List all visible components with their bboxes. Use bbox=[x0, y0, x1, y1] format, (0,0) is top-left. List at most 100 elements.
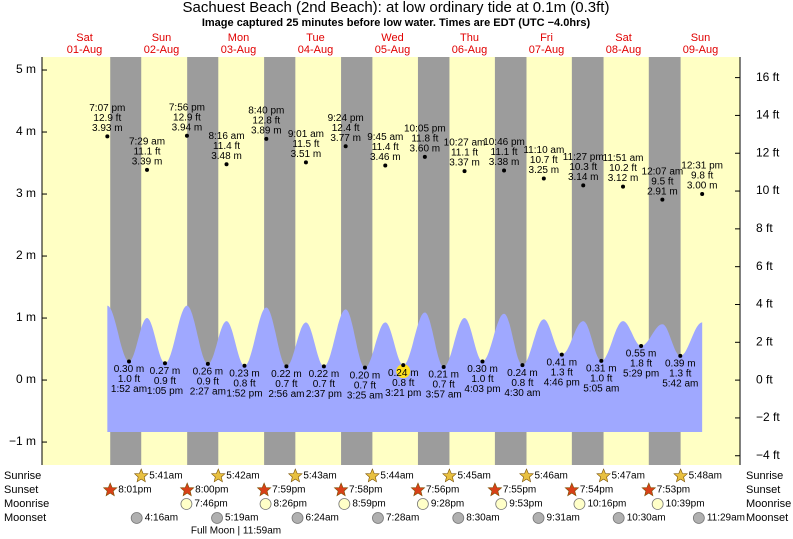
high-tide-dot bbox=[303, 160, 308, 165]
row-time: 7:56pm bbox=[426, 485, 459, 496]
high-tide-label: 11.4 ft bbox=[213, 141, 240, 152]
day-date: 02-Aug bbox=[144, 44, 179, 56]
sunrise-icon bbox=[596, 468, 611, 483]
high-tide-dot bbox=[224, 162, 229, 167]
sunrise-icon bbox=[287, 468, 303, 483]
row-time: 7:58pm bbox=[349, 485, 382, 496]
day-name: Sun bbox=[152, 32, 172, 44]
low-tide-label: 0.20 m bbox=[350, 370, 381, 381]
y2-tick-label: 2 ft bbox=[756, 334, 773, 348]
high-tide-label: 11:10 am bbox=[523, 145, 564, 156]
sunset-icon bbox=[256, 482, 272, 497]
low-tide-label: 2:37 pm bbox=[306, 389, 342, 400]
row-label: Moonrise bbox=[4, 498, 49, 510]
high-tide-label: 3.12 m bbox=[608, 173, 639, 184]
y-tick-label: 3 m bbox=[16, 186, 36, 200]
high-tide-label: 3.51 m bbox=[291, 149, 322, 160]
high-tide-label: 10.7 ft bbox=[530, 155, 558, 166]
y-tick-label: 2 m bbox=[16, 248, 36, 262]
row-label: Sunset bbox=[4, 484, 38, 496]
row-label: Sunrise bbox=[746, 470, 783, 482]
day-date: 08-Aug bbox=[606, 44, 641, 56]
high-tide-label: 11.5 ft bbox=[292, 139, 319, 150]
low-tide-label: 0.9 ft bbox=[197, 377, 219, 388]
y2-tick-label: 12 ft bbox=[756, 145, 780, 159]
row-time: 8:01pm bbox=[118, 485, 151, 496]
sunrise-icon bbox=[210, 468, 226, 483]
moonset-icon bbox=[692, 512, 705, 524]
low-tide-label: 0.24 m bbox=[388, 368, 419, 379]
row-time: 5:42am bbox=[226, 471, 259, 482]
row-time: 5:19am bbox=[225, 513, 258, 524]
low-tide-label: 0.30 m bbox=[114, 364, 145, 375]
high-tide-dot bbox=[383, 163, 388, 168]
low-tide-label: 1:52 pm bbox=[226, 388, 262, 399]
low-tide-dot bbox=[242, 363, 247, 368]
high-tide-label: 12.9 ft bbox=[93, 113, 121, 124]
low-tide-label: 2:56 am bbox=[268, 389, 304, 400]
low-tide-dot bbox=[639, 343, 644, 348]
high-tide-label: 3.77 m bbox=[330, 133, 361, 144]
y2-tick-label: 10 ft bbox=[756, 183, 780, 197]
row-label: Moonrise bbox=[746, 498, 791, 510]
day-date: 09-Aug bbox=[683, 44, 718, 56]
sunrise-icon bbox=[673, 468, 689, 483]
moonset-icon bbox=[532, 512, 545, 524]
y2-tick-label: −2 ft bbox=[756, 410, 780, 424]
moonset-icon bbox=[211, 512, 223, 524]
high-tide-label: 10:27 am bbox=[444, 138, 486, 149]
y2-tick-label: 16 ft bbox=[756, 70, 780, 84]
low-tide-label: 0.27 m bbox=[150, 366, 181, 377]
row-label: Moonset bbox=[4, 512, 46, 524]
y2-tick-label: 0 ft bbox=[756, 372, 773, 386]
low-tide-dot bbox=[559, 352, 564, 357]
low-tide-dot bbox=[162, 361, 167, 366]
row-time: 6:24am bbox=[306, 513, 339, 524]
sunrise-icon bbox=[442, 468, 457, 483]
high-tide-label: 10:05 pm bbox=[404, 123, 446, 134]
low-tide-label: 0.26 m bbox=[193, 367, 224, 378]
row-time: 8:59pm bbox=[352, 499, 385, 510]
row-time: 9:28pm bbox=[431, 499, 464, 510]
high-tide-label: 3.39 m bbox=[132, 156, 163, 167]
low-tide-label: 2:27 am bbox=[190, 387, 226, 398]
low-tide-label: 0.21 m bbox=[428, 370, 459, 381]
high-tide-label: 9:01 am bbox=[288, 129, 324, 140]
moonrise-icon bbox=[416, 498, 429, 510]
high-tide-label: 3.25 m bbox=[529, 165, 560, 176]
low-tide-label: 1.3 ft bbox=[669, 369, 691, 380]
row-time: 5:45am bbox=[457, 471, 490, 482]
moonrise-icon bbox=[651, 498, 664, 510]
row-time: 8:00pm bbox=[195, 485, 228, 496]
row-time: 5:46am bbox=[535, 471, 568, 482]
low-tide-label: 0.31 m bbox=[586, 363, 617, 374]
low-tide-label: 1.0 ft bbox=[471, 374, 493, 385]
high-tide-dot bbox=[660, 197, 665, 202]
low-tide-label: 0.8 ft bbox=[233, 378, 255, 389]
current-marker bbox=[396, 364, 411, 379]
row-time: 11:29am bbox=[707, 513, 745, 524]
row-time: 10:39pm bbox=[666, 499, 705, 510]
moonrise-icon bbox=[180, 498, 193, 510]
high-tide-label: 12.8 ft bbox=[252, 115, 280, 126]
high-tide-label: 11:51 am bbox=[603, 153, 644, 164]
high-tide-label: 7:07 pm bbox=[89, 103, 125, 114]
high-tide-dot bbox=[621, 184, 626, 189]
sunset-icon bbox=[179, 482, 195, 497]
low-tide-dot bbox=[321, 364, 326, 369]
day-name: Wed bbox=[381, 32, 403, 44]
high-tide-label: 3.89 m bbox=[251, 125, 282, 136]
high-tide-dot bbox=[105, 134, 110, 139]
high-tide-label: 3.46 m bbox=[370, 152, 401, 163]
low-tide-dot bbox=[362, 365, 367, 370]
moonrise-icon bbox=[259, 498, 272, 510]
moonset-icon bbox=[452, 512, 465, 524]
low-tide-label: 4:03 pm bbox=[464, 384, 500, 395]
day-name: Fri bbox=[540, 32, 553, 44]
high-tide-label: 3.48 m bbox=[211, 151, 242, 162]
y-tick-label: 5 m bbox=[16, 62, 36, 76]
day-date: 04-Aug bbox=[298, 44, 333, 56]
y-tick-label: 0 m bbox=[16, 372, 36, 386]
row-time: 10:30am bbox=[627, 513, 666, 524]
moonset-icon bbox=[612, 512, 625, 524]
